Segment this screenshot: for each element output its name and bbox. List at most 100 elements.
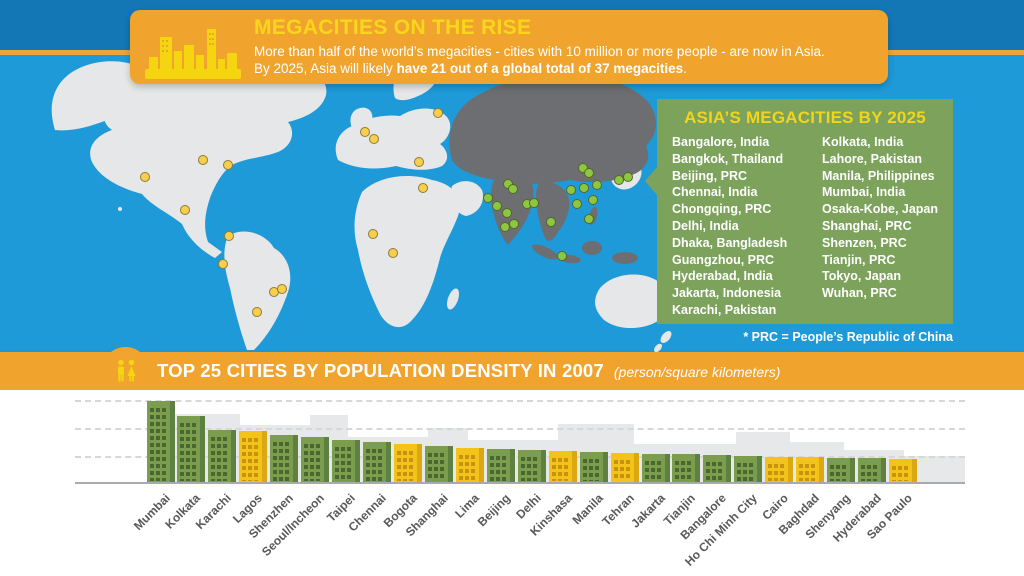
density-bar-tehran [610,453,639,482]
megacity-item: Karachi, Pakistan [672,302,777,317]
people-icon [117,359,135,381]
map-dot-yellow [414,157,424,167]
africa [354,176,460,328]
map-dot-green [588,195,598,205]
megacity-item: Tianjin, PRC [822,252,896,267]
arabia [450,181,484,216]
map-dot-yellow [418,183,428,193]
map-dot-green [623,172,633,182]
city-skyline-icon [145,25,241,84]
main-subtitle: More than half of the world’s megacities… [254,43,825,77]
megacity-column-2: Kolkata, India Lahore, Pakistan Manila, Ph… [822,134,953,319]
new-zealand [660,331,672,343]
megacity-item: Shenzen, PRC [822,235,907,250]
europe [335,108,451,170]
density-title-text: TOP 25 CITIES BY POPULATION DENSITY IN 2… [157,360,604,381]
density-bar-kolkata [177,416,206,482]
megacity-item: Delhi, India [672,218,739,233]
density-section-band: TOP 25 CITIES BY POPULATION DENSITY IN 2… [0,347,1024,394]
megacity-item: Lahore, Pakistan [822,151,923,166]
map-dots [140,108,633,317]
density-chart-title: TOP 25 CITIES BY POPULATION DENSITY IN 2… [157,360,780,382]
map-dot-green [566,185,576,195]
density-bar-chennai [363,442,392,482]
megacity-item: Manila, Philippines [822,168,935,183]
subtitle-line2-bold: have 21 out of a global total of 37 mega… [396,61,684,76]
megacity-item: Wuhan, PRC [822,286,897,301]
megacity-column-1: Bangalore, India Bangkok, Thailand Beijing… [672,134,822,319]
south-america [224,231,291,350]
sumatra [532,244,558,260]
density-bar-cairo [765,457,794,482]
density-bar-taipei [332,440,361,482]
density-bar-baghdad [796,457,825,482]
density-bar-seoul-incheon [301,437,330,482]
megacity-item: Osaka-Kobe, Japan [822,202,939,217]
megacity-item: Beijing, PRC [672,168,748,183]
map-dot-green [557,251,567,261]
megacity-item: Chongqing, PRC [672,202,772,217]
map-dot-yellow [360,127,370,137]
density-bar-kinshasa [548,451,577,482]
map-dot-yellow [368,229,378,239]
density-bar-shenzhen [270,435,299,482]
density-bar-beijing [486,449,515,482]
map-dot-green [584,214,594,224]
map-dot-yellow [198,155,208,165]
density-bar-sao-paulo [889,459,918,482]
map-dot-green [529,198,539,208]
main-title: MEGACITIES ON THE RISE [254,16,532,39]
map-dot-green [509,219,519,229]
map-dot-yellow [180,205,190,215]
megacity-item: Tokyo, Japan [822,269,901,284]
subtitle-line1: More than half of the world’s megacities… [254,44,825,59]
map-dot-yellow [369,134,379,144]
map-dot-yellow [433,108,443,118]
gridline-1 [75,400,965,402]
density-bar-jakarta [641,454,670,482]
megacity-item: Hyderabad, India [672,269,773,284]
map-dot-green [502,208,512,218]
megacity-item: Mumbai, India [822,185,906,200]
subtitle-line2-suffix: . [683,61,687,76]
megacity-item: Bangkok, Thailand [672,151,784,166]
density-bar-lagos [239,431,268,482]
map-dot-green [579,183,589,193]
map-dot-green [546,217,556,227]
map-dot-yellow [252,307,262,317]
madagascar [446,288,460,310]
chart-baseline [75,482,965,484]
megacity-item: Bangalore, India [672,135,770,149]
density-bar-bangalore [703,455,732,482]
new-guinea [612,252,638,264]
megacity-item: Dhaka, Bangladesh [672,235,788,250]
density-bar-shenyang [827,458,856,482]
megacity-item: Jakarta, Indonesia [672,286,782,301]
density-bar-ho-chi-minh-city [734,456,763,482]
north-america [51,55,327,259]
borneo [582,241,602,255]
map-dot-yellow [277,284,287,294]
gridline-2 [75,428,965,430]
density-bar-tianjin [672,454,701,482]
density-bar-delhi [517,450,546,482]
title-banner: MEGACITIES ON THE RISE More than half of… [130,10,888,84]
map-dot-yellow [218,259,228,269]
map-dot-green [592,180,602,190]
megacity-item: Kolkata, India [822,135,904,149]
prc-footnote: * PRC = People’s Republic of China [743,330,953,344]
density-bar-manila [579,452,608,482]
density-chart: Mumbai Kolkata Karachi Lagos Shenzhen Seoul/I… [0,390,1024,576]
map-dot-green [584,168,594,178]
megacity-item: Shanghai, PRC [822,218,912,233]
people-badge [102,347,149,394]
map-dot-yellow [224,231,234,241]
density-bar-hyderabad [858,458,887,482]
density-bar-bogota [394,444,423,482]
map-dot-yellow [223,160,233,170]
subtitle-line2-prefix: By 2025, Asia will likely [254,61,397,76]
density-bar-shanghai [424,446,453,482]
map-dot-green [483,193,493,203]
density-bar-mumbai [146,401,175,482]
